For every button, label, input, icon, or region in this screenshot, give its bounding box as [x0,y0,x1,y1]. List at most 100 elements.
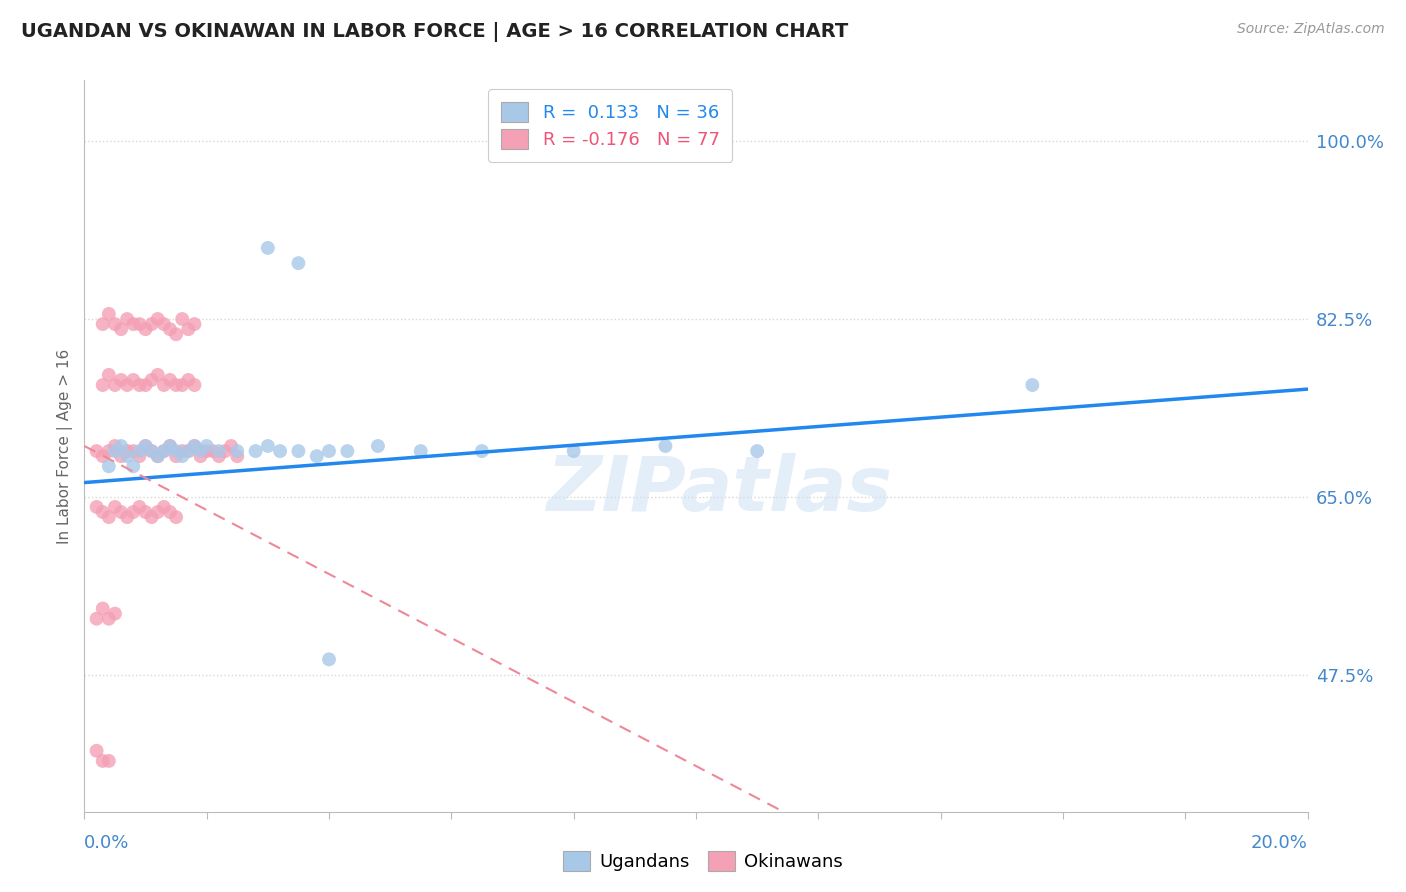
Point [115,312,138,326]
Point [1021,378,1043,392]
Point [177,444,200,458]
Point [190,444,212,458]
Point [245,444,267,458]
Point [146,449,169,463]
Point [153,444,176,458]
Point [153,444,176,458]
Point [159,439,181,453]
Point [115,444,138,458]
Point [122,505,145,519]
Point [97,459,120,474]
Point [110,449,132,463]
Text: 0.0%: 0.0% [84,834,129,852]
Point [110,505,132,519]
Point [128,444,150,458]
Point [97,612,120,626]
Point [367,439,389,453]
Point [91,601,114,615]
Point [128,449,150,463]
Point [287,444,309,458]
Point [86,500,108,514]
Point [409,444,432,458]
Point [165,444,187,458]
Point [128,378,150,392]
Point [91,378,114,392]
Point [195,444,218,458]
Point [159,373,181,387]
Point [115,510,138,524]
Text: 20.0%: 20.0% [1251,834,1308,852]
Point [146,312,169,326]
Point [104,444,127,458]
Point [128,500,150,514]
Point [97,510,120,524]
Point [115,449,138,463]
Point [97,307,120,321]
Point [654,439,676,453]
Point [97,754,120,768]
Point [201,444,224,458]
Point [110,439,132,453]
Point [97,368,120,382]
Point [177,444,200,458]
Point [135,378,157,392]
Legend: Ugandans, Okinawans: Ugandans, Okinawans [557,844,849,879]
Point [183,378,205,392]
Point [146,368,169,382]
Point [257,439,280,453]
Point [336,444,359,458]
Point [183,317,205,331]
Point [172,444,194,458]
Point [128,317,150,331]
Point [318,652,340,666]
Point [153,317,176,331]
Point [183,439,205,453]
Point [318,444,340,458]
Point [165,510,187,524]
Legend: R =  0.133   N = 36, R = -0.176   N = 77: R = 0.133 N = 36, R = -0.176 N = 77 [488,89,733,161]
Point [471,444,494,458]
Text: UGANDAN VS OKINAWAN IN LABOR FORCE | AGE > 16 CORRELATION CHART: UGANDAN VS OKINAWAN IN LABOR FORCE | AGE… [21,22,848,42]
Text: Source: ZipAtlas.com: Source: ZipAtlas.com [1237,22,1385,37]
Point [91,317,114,331]
Point [86,444,108,458]
Point [91,505,114,519]
Point [172,449,194,463]
Point [208,444,231,458]
Point [214,444,236,458]
Point [146,505,169,519]
Point [91,754,114,768]
Point [104,317,127,331]
Point [86,744,108,758]
Point [165,378,187,392]
Point [104,500,127,514]
Point [159,322,181,336]
Point [122,444,145,458]
Point [747,444,769,458]
Point [110,322,132,336]
Point [141,510,163,524]
Point [122,317,145,331]
Point [135,505,157,519]
Point [159,439,181,453]
Point [122,459,145,474]
Point [104,439,127,453]
Point [195,439,218,453]
Point [159,505,181,519]
Point [287,256,309,270]
Point [153,500,176,514]
Point [208,449,231,463]
Point [177,322,200,336]
Point [135,439,157,453]
Point [153,378,176,392]
Point [219,439,242,453]
Point [86,612,108,626]
Point [135,322,157,336]
Point [177,373,200,387]
Point [91,449,114,463]
Point [305,449,328,463]
Point [122,373,145,387]
Point [115,378,138,392]
Point [172,378,194,392]
Point [104,607,127,621]
